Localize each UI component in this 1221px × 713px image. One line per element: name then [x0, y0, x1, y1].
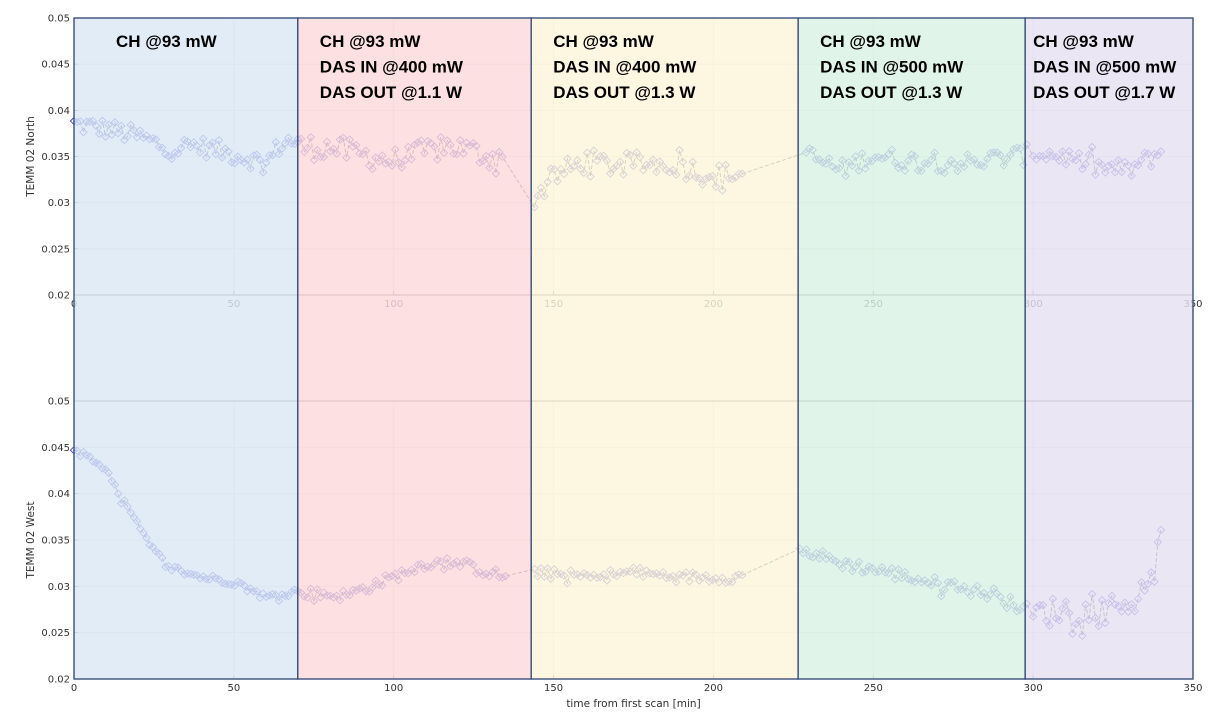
y-tick-label: 0.05	[48, 397, 70, 408]
region-label: DAS OUT @1.3 W	[820, 83, 963, 102]
region-label: DAS OUT @1.1 W	[320, 83, 463, 102]
y-tick-label: 0.05	[48, 14, 70, 25]
condition-region	[73, 17, 299, 680]
y-tick-label: 0.035	[41, 152, 70, 163]
region-label: CH @93 mW	[1033, 32, 1135, 51]
y-axis-label: TEMM 02 West	[25, 501, 37, 579]
condition-region	[530, 17, 799, 680]
region-label: DAS IN @400 mW	[320, 58, 464, 77]
condition-region	[297, 17, 532, 680]
x-tick-label: 250	[864, 683, 883, 694]
y-tick-label: 0.045	[41, 60, 70, 71]
region-label: CH @93 mW	[320, 32, 422, 51]
x-tick-label: 200	[704, 683, 723, 694]
x-tick-label: 100	[384, 683, 403, 694]
condition-region	[797, 17, 1026, 680]
y-tick-label: 0.04	[48, 106, 70, 117]
x-tick-label: 0	[71, 683, 77, 694]
region-label: CH @93 mW	[553, 32, 655, 51]
x-tick-label: 150	[544, 683, 563, 694]
region-label: DAS IN @400 mW	[553, 58, 697, 77]
region-label: DAS OUT @1.3 W	[553, 83, 696, 102]
condition-region	[1024, 17, 1194, 680]
y-tick-label: 0.045	[41, 443, 70, 454]
x-axis-label: time from first scan [min]	[566, 698, 700, 710]
y-tick-label: 0.02	[48, 675, 70, 686]
y-tick-label: 0.025	[41, 244, 70, 255]
region-label: DAS IN @500 mW	[1033, 58, 1177, 77]
y-axis-label: TEMM 02 North	[25, 116, 37, 198]
y-tick-label: 0.03	[48, 582, 70, 593]
region-label: DAS OUT @1.7 W	[1033, 83, 1176, 102]
y-tick-label: 0.02	[48, 291, 70, 302]
y-tick-label: 0.035	[41, 536, 70, 547]
region-label: CH @93 mW	[820, 32, 922, 51]
region-label: DAS IN @500 mW	[820, 58, 964, 77]
x-tick-label: 350	[1183, 683, 1202, 694]
x-tick-label: 300	[1024, 683, 1043, 694]
y-tick-label: 0.025	[41, 628, 70, 639]
y-tick-label: 0.04	[48, 489, 70, 500]
y-tick-label: 0.03	[48, 198, 70, 209]
x-tick-label: 50	[227, 683, 240, 694]
region-label: CH @93 mW	[116, 32, 218, 51]
